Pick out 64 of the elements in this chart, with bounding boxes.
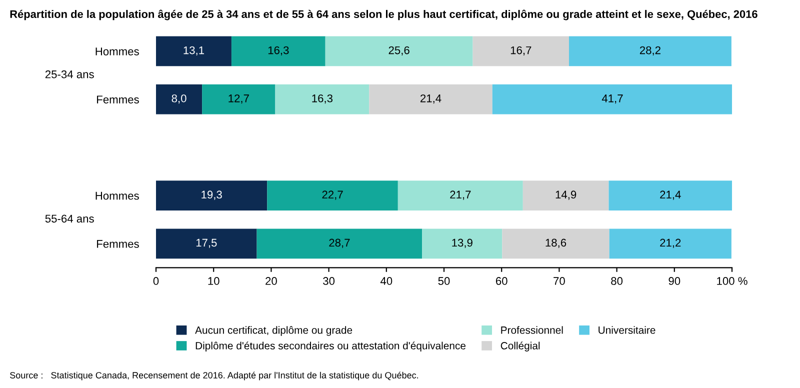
legend-label: Aucun certificat, diplôme ou grade bbox=[195, 326, 352, 336]
legend-label: Diplôme d'études secondaires ou attestation d'équivalence bbox=[196, 342, 466, 352]
data-label: 21,2 bbox=[660, 238, 681, 248]
bar bbox=[202, 84, 276, 114]
bar bbox=[398, 180, 523, 210]
bar bbox=[502, 228, 610, 259]
legend-label: Universitaire bbox=[598, 326, 656, 334]
data-label: 16,3 bbox=[312, 94, 332, 104]
data-label: 13,9 bbox=[452, 238, 472, 248]
bar bbox=[609, 228, 732, 259]
bar bbox=[256, 228, 422, 259]
x-tick-label: 0 bbox=[153, 277, 159, 285]
bar bbox=[325, 36, 473, 66]
data-label: 8,0 bbox=[172, 94, 186, 104]
data-label: 19,3 bbox=[202, 190, 222, 200]
x-tick-label: 50 bbox=[438, 277, 450, 285]
bar bbox=[156, 228, 257, 259]
source-note: Source : Statistique Canada, Recensement de 2016. Adapté par l'Institut de la statistique du Québec. bbox=[10, 372, 418, 380]
data-label: 25,6 bbox=[388, 46, 410, 56]
data-label: 21,4 bbox=[660, 190, 681, 200]
bar bbox=[568, 36, 732, 66]
y-tick-label: Hommes bbox=[96, 48, 139, 56]
data-label: 18,6 bbox=[546, 238, 566, 248]
data-label: 21,7 bbox=[450, 190, 471, 200]
x-tick-label: 40 bbox=[380, 277, 392, 285]
data-label: 14,9 bbox=[556, 190, 576, 200]
x-tick-label: 20 bbox=[266, 277, 277, 285]
text: 25-34 ans bbox=[45, 70, 94, 78]
text: 55-64 ans bbox=[45, 214, 94, 223]
x-tick-label: 10 bbox=[208, 277, 220, 285]
bar bbox=[231, 36, 326, 66]
x-tick-label: 100 % bbox=[717, 277, 748, 285]
bar bbox=[156, 36, 232, 66]
x-tick-label: 80 bbox=[611, 277, 623, 285]
data-label: 17,5 bbox=[196, 238, 217, 248]
bar bbox=[472, 36, 569, 66]
bar bbox=[275, 84, 370, 114]
x-tick-label: 70 bbox=[554, 277, 565, 285]
data-label: 28,2 bbox=[640, 46, 660, 56]
bar bbox=[522, 180, 609, 210]
y-tick-label: Hommes bbox=[96, 192, 139, 200]
bar bbox=[422, 228, 502, 259]
bar bbox=[156, 84, 202, 114]
data-label: 12,7 bbox=[228, 94, 249, 104]
bar bbox=[608, 180, 732, 210]
bar bbox=[369, 84, 492, 114]
data-label: 41,7 bbox=[602, 94, 623, 104]
legend-label: Professionnel bbox=[501, 326, 563, 334]
x-tick-label: 90 bbox=[668, 277, 680, 285]
data-label: 28,7 bbox=[329, 238, 350, 248]
data-label: 16,3 bbox=[268, 46, 289, 56]
bar bbox=[156, 180, 268, 210]
chart-title: Répartition de la population âgée de 25 à 34 ans et de 55 à 64 ans selon le plus haut certificat, diplôme ou grade atteint et le sexe, Québec, 2016 bbox=[10, 10, 758, 20]
data-label: 13,1 bbox=[184, 46, 204, 56]
legend-label: Collégial bbox=[500, 342, 540, 352]
data-label: 16,7 bbox=[510, 46, 532, 56]
y-tick-label: Femmes bbox=[97, 240, 139, 248]
data-label: 21,4 bbox=[420, 94, 442, 104]
x-tick-label: 30 bbox=[323, 277, 335, 285]
y-tick-label: Femmes bbox=[97, 96, 139, 104]
x-tick-label: 60 bbox=[496, 277, 508, 285]
bar bbox=[492, 84, 732, 114]
bar bbox=[267, 180, 398, 210]
data-label: 22,7 bbox=[322, 190, 343, 200]
